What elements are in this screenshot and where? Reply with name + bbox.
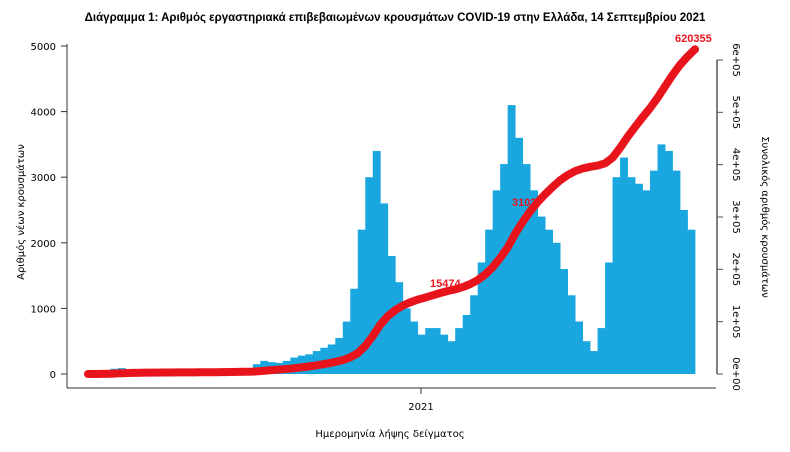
bar (530, 190, 539, 374)
bar (432, 328, 441, 374)
y2-tick-label: 5e+05 (730, 96, 741, 130)
bar (500, 164, 509, 374)
bar (650, 170, 658, 374)
y-tick-label: 4000 (31, 108, 56, 119)
y-tick-label: 1000 (31, 304, 56, 315)
bar (395, 282, 404, 374)
bar (537, 216, 546, 374)
bar (575, 321, 583, 374)
bar (477, 262, 486, 374)
bar (515, 137, 524, 374)
cumulative-label-2: 3102 (512, 197, 536, 209)
bar (680, 210, 688, 374)
y2-tick-label: 4e+05 (730, 148, 741, 182)
x-axis-label: Ημερομηνία λήψης δείγματος (315, 428, 464, 440)
y2-ticks: 0e+00 1e+05 2e+05 3e+05 4e+05 5e+05 6e+05 (717, 43, 741, 391)
y2-tick-label: 0e+00 (730, 357, 741, 391)
bar (627, 177, 636, 374)
bars (88, 105, 696, 374)
y-axis-label: Αριθμός νέων κρουσμάτων (15, 144, 27, 280)
y2-tick-label: 3e+05 (730, 200, 741, 234)
bar (470, 295, 479, 374)
cumulative-label-final: 620355 (675, 33, 712, 45)
bar (357, 229, 366, 374)
bar (665, 150, 673, 374)
y2-tick-label: 1e+05 (730, 305, 741, 339)
bar (672, 170, 681, 374)
bar (365, 177, 374, 374)
bar (440, 334, 449, 374)
bar (485, 229, 494, 374)
bar (590, 351, 598, 374)
bar (335, 337, 344, 374)
bar (522, 164, 531, 374)
bar (620, 157, 628, 374)
bar (410, 321, 419, 374)
bar (492, 190, 501, 374)
bar (417, 334, 426, 374)
bar (687, 229, 696, 374)
bar (582, 341, 591, 374)
bar (560, 269, 569, 374)
bar (552, 242, 561, 374)
bar (642, 190, 651, 374)
bar (605, 262, 613, 374)
y-tick-label: 5000 (31, 42, 56, 53)
y2-tick-label: 2e+05 (730, 253, 741, 287)
y2-axis-label: Συνολικός αριθμός κρουσμάτων (759, 136, 771, 298)
y-tick-label: 2000 (31, 239, 56, 250)
bar (612, 177, 621, 374)
bar (447, 341, 456, 374)
cumulative-line (84, 45, 699, 378)
bar (402, 308, 411, 374)
y-ticks: 0 1000 2000 3000 4000 5000 (31, 42, 67, 381)
bar (545, 229, 554, 374)
cumulative-label-1: 15474 (430, 278, 461, 290)
x-tick-label: 2021 (408, 402, 433, 413)
bar (455, 328, 464, 374)
bar (657, 144, 666, 374)
bar (635, 183, 643, 374)
chart-title: Διάγραμμα 1: Αριθμός εργαστηριακά επιβεβ… (85, 12, 706, 24)
bar (425, 328, 434, 374)
y-tick-label: 0 (50, 370, 56, 381)
bar (567, 295, 576, 374)
y2-tick-label: 6e+05 (730, 43, 741, 77)
bar (462, 314, 471, 374)
y-tick-label: 3000 (31, 173, 56, 184)
bar (380, 203, 389, 374)
bar (597, 328, 606, 374)
bar (350, 288, 359, 374)
bar (342, 321, 351, 374)
bar (372, 150, 381, 374)
